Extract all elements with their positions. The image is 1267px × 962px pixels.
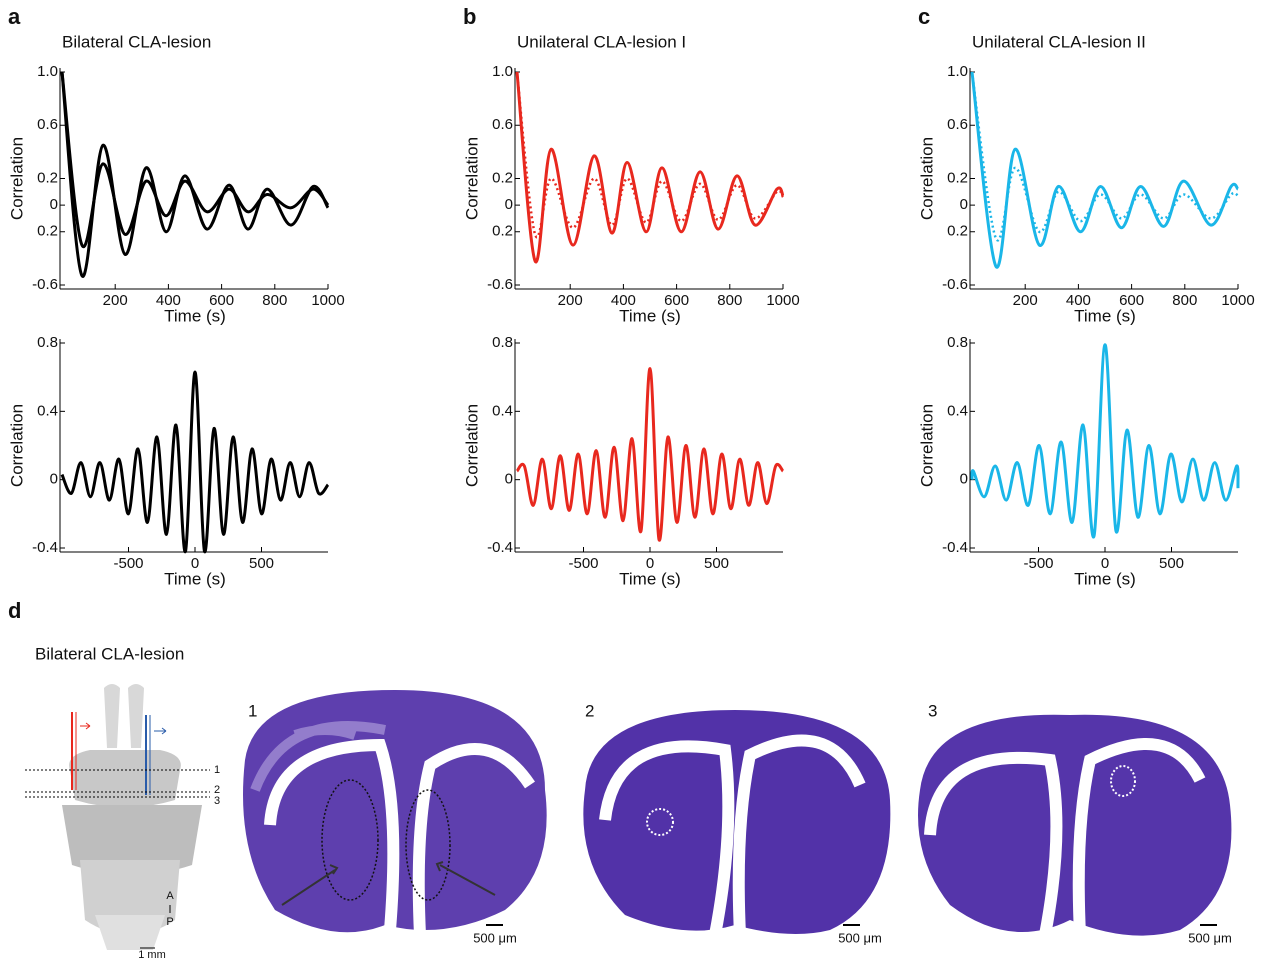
x-tick-label: 1000 <box>311 292 344 309</box>
scale-label: 500 μm <box>1188 930 1232 945</box>
x-tick-label: 1000 <box>766 292 799 309</box>
y-axis-label: Correlation <box>7 137 26 220</box>
y-tick-label: 0 <box>50 471 58 488</box>
x-tick-label: 500 <box>1159 555 1184 572</box>
scale-label: 500 μm <box>473 930 517 945</box>
y-tick-label: 0.2 <box>947 169 968 186</box>
y-tick-label: 0.8 <box>37 334 58 351</box>
y-tick-label: 0.2 <box>37 223 58 240</box>
y-axis-label: Correlation <box>917 137 936 220</box>
y-tick-label: -0.4 <box>942 539 968 556</box>
y-tick-label: 0.2 <box>492 223 513 240</box>
panel-title: Bilateral CLA-lesion <box>35 644 184 663</box>
y-tick-label: 0.4 <box>947 402 968 419</box>
y-axis-label: Correlation <box>7 404 26 487</box>
y-tick-label: 0 <box>505 471 513 488</box>
y-tick-label: -0.6 <box>942 276 968 293</box>
y-tick-label: 0.8 <box>947 334 968 351</box>
y-tick-label: 0.6 <box>492 116 513 133</box>
line-series <box>517 72 783 237</box>
scale-label: 1 mm <box>138 949 166 961</box>
line-series <box>517 369 783 541</box>
chart-title: Unilateral CLA-lesion I <box>517 32 686 51</box>
y-axis-label: Correlation <box>462 137 481 220</box>
y-axis-label: Correlation <box>917 404 936 487</box>
x-tick-label: 500 <box>249 555 274 572</box>
x-axis-label: Time (s) <box>164 306 226 325</box>
y-tick-label: -0.6 <box>487 276 513 293</box>
line-series <box>972 345 1238 537</box>
y-tick-label: -0.6 <box>32 276 58 293</box>
y-tick-label: 0.4 <box>492 402 513 419</box>
y-tick-label: 0.2 <box>37 169 58 186</box>
orientation-label: A <box>166 890 174 902</box>
x-tick-label: 200 <box>558 292 583 309</box>
y-tick-label: 0.6 <box>947 116 968 133</box>
y-tick-label: 0.2 <box>492 169 513 186</box>
line-series <box>972 72 1238 267</box>
y-tick-label: 0 <box>960 471 968 488</box>
figure: a b c d Bilateral CLA-lesion 1 2 3 A P 1… <box>0 0 1267 962</box>
y-tick-label: -0.4 <box>487 539 513 556</box>
y-tick-label: 0.8 <box>492 334 513 351</box>
y-axis-label: Correlation <box>462 404 481 487</box>
line-series <box>62 72 328 247</box>
panel-letter: a <box>8 4 21 29</box>
line-series <box>62 372 328 552</box>
y-tick-label: -0.4 <box>32 539 58 556</box>
y-tick-label: 0.4 <box>37 402 58 419</box>
x-tick-label: 1000 <box>1221 292 1254 309</box>
y-tick-label: 0 <box>505 196 513 213</box>
x-axis-label: Time (s) <box>619 306 681 325</box>
chart-title: Bilateral CLA-lesion <box>62 32 211 51</box>
y-tick-label: 0 <box>50 196 58 213</box>
section-label: 3 <box>928 701 937 720</box>
y-tick-label: 0.6 <box>37 116 58 133</box>
section-image <box>243 690 1231 936</box>
brain-diagram <box>25 684 210 950</box>
x-tick-label: 200 <box>103 292 128 309</box>
y-tick-label: 0.2 <box>947 223 968 240</box>
x-tick-label: 800 <box>262 292 287 309</box>
section-label: 2 <box>585 701 594 720</box>
orientation-label: P <box>166 916 173 928</box>
panel-letter: c <box>918 4 930 29</box>
x-tick-label: -500 <box>1023 555 1053 572</box>
x-axis-label: Time (s) <box>164 569 226 588</box>
y-tick-label: 0 <box>960 196 968 213</box>
panel-letter: d <box>8 598 21 623</box>
scale-label: 500 μm <box>838 930 882 945</box>
level-label: 3 <box>214 795 220 807</box>
level-label: 1 <box>214 764 220 776</box>
y-tick-label: 1.0 <box>947 63 968 80</box>
line-series <box>517 72 783 262</box>
chart-title: Unilateral CLA-lesion II <box>972 32 1146 51</box>
x-axis-label: Time (s) <box>1074 569 1136 588</box>
panel-letter: b <box>463 4 476 29</box>
x-tick-label: 800 <box>1172 292 1197 309</box>
x-tick-label: 200 <box>1013 292 1038 309</box>
x-tick-label: -500 <box>113 555 143 572</box>
x-tick-label: 500 <box>704 555 729 572</box>
section-label: 1 <box>248 701 257 720</box>
y-tick-label: 1.0 <box>37 63 58 80</box>
x-axis-label: Time (s) <box>619 569 681 588</box>
y-tick-label: 1.0 <box>492 63 513 80</box>
line-series <box>62 72 328 276</box>
x-tick-label: 800 <box>717 292 742 309</box>
x-tick-label: -500 <box>568 555 598 572</box>
x-axis-label: Time (s) <box>1074 306 1136 325</box>
